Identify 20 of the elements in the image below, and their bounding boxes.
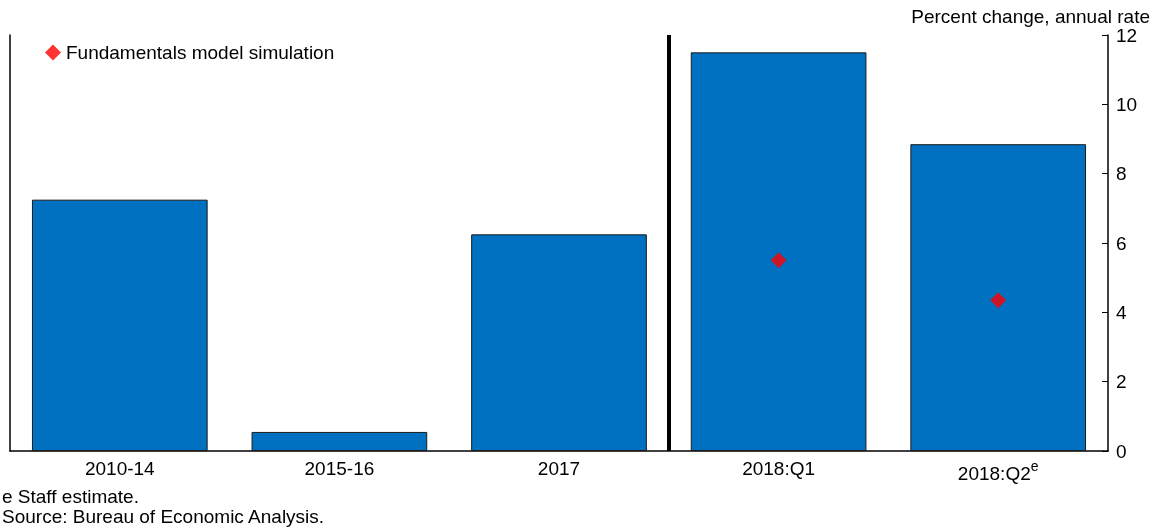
y-tick-label: 10 bbox=[1116, 93, 1138, 115]
bar bbox=[471, 234, 647, 451]
bar bbox=[31, 199, 208, 451]
x-tick-label: 2017 bbox=[537, 458, 581, 479]
bar bbox=[251, 431, 428, 451]
x-tick-label: 2010-14 bbox=[84, 458, 156, 479]
y-tick-label: 4 bbox=[1116, 301, 1127, 323]
source-note: Source: Bureau of Economic Analysis. bbox=[2, 506, 325, 527]
y-tick-label: 2 bbox=[1116, 371, 1127, 393]
bar bbox=[910, 144, 1087, 451]
legend-label: Fundamentals model simulation bbox=[66, 42, 335, 63]
bar bbox=[690, 52, 867, 451]
y-axis-title: Percent change, annual rate bbox=[911, 5, 1150, 27]
text: e Staff estimate. bbox=[2, 486, 139, 507]
y-tick-label: 0 bbox=[1116, 440, 1127, 462]
x-tick-label: 2015-16 bbox=[304, 458, 375, 479]
y-tick-label: 12 bbox=[1116, 24, 1138, 46]
y-tick-label: 6 bbox=[1116, 232, 1127, 254]
y-tick-label: 8 bbox=[1116, 163, 1127, 185]
x-tick-label: 2018:Q1 bbox=[742, 458, 816, 479]
